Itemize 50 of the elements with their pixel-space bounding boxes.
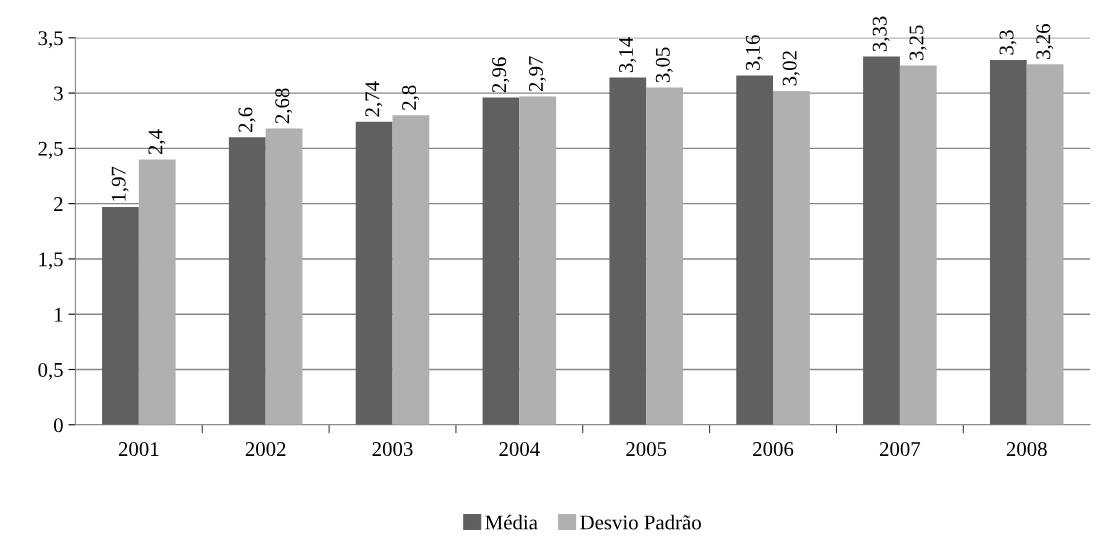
x-tick-label: 2005 (626, 442, 667, 457)
bar (519, 96, 557, 425)
x-tick-label: 2002 (245, 442, 286, 457)
bar (989, 59, 1027, 425)
data-label: 3,16 (745, 35, 763, 70)
data-label: 3,26 (1036, 24, 1054, 59)
data-label: 2,8 (402, 85, 420, 110)
bar (228, 137, 266, 425)
x-tick-label: 2007 (879, 442, 921, 457)
legend-label: Desvio Padrão (580, 514, 701, 530)
data-label: 3,02 (782, 51, 800, 86)
data-label: 2,6 (238, 107, 256, 132)
y-tick-label: 3,5 (38, 31, 63, 49)
bar (482, 97, 520, 425)
bar (863, 56, 900, 425)
y-tick-label: 3 (54, 86, 63, 101)
bar (392, 115, 430, 425)
data-label: 1,97 (111, 166, 129, 201)
bar (102, 206, 139, 425)
x-tick-label: 2006 (753, 442, 794, 457)
data-label: 3,25 (909, 25, 927, 61)
data-label: 2,68 (275, 88, 293, 124)
x-tick-label: 2001 (118, 442, 159, 457)
bar (138, 159, 176, 425)
x-tick-label: 2004 (499, 442, 540, 457)
bar (355, 121, 393, 425)
y-tick-label: 0,5 (38, 362, 63, 380)
x-tick-label: 2008 (1006, 442, 1047, 457)
data-label: 2,96 (492, 57, 510, 93)
y-tick-label: 2,5 (38, 141, 63, 159)
bar (265, 128, 303, 425)
x-tick-label: 2003 (372, 442, 413, 457)
data-label: 2,4 (148, 129, 166, 155)
bar (736, 75, 774, 425)
data-label: 3,33 (872, 16, 890, 52)
data-label: 2,97 (528, 56, 546, 92)
y-tick-label: 0 (53, 418, 63, 433)
y-tick-label: 1,5 (39, 252, 63, 270)
data-label: 3,3 (999, 30, 1017, 55)
y-tick-label: 1 (55, 307, 63, 322)
bar (609, 77, 647, 425)
y-tick-label: 2 (54, 197, 63, 211)
data-label: 3,14 (619, 37, 637, 73)
bar (899, 65, 937, 425)
legend-label: Média (485, 514, 538, 530)
bar (1026, 64, 1064, 425)
bar (646, 87, 683, 425)
bar (773, 90, 810, 425)
data-label: 2,74 (365, 81, 383, 117)
data-label: 3,05 (655, 47, 673, 83)
